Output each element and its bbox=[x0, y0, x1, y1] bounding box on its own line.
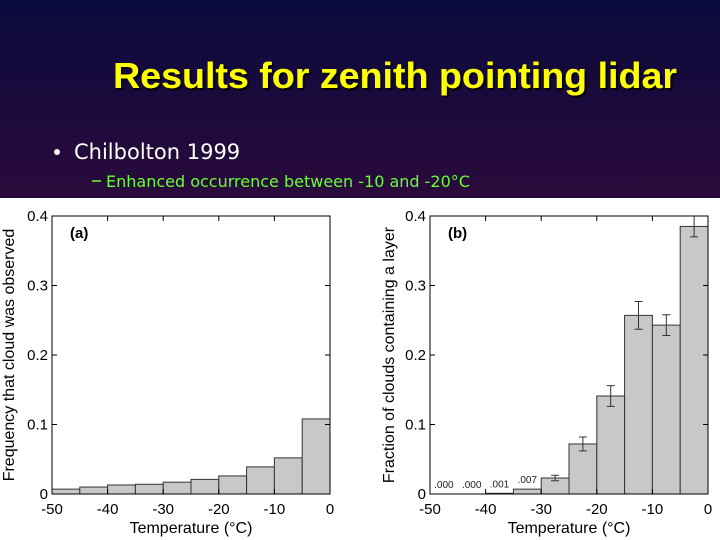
bar bbox=[51, 488, 81, 495]
x-tick-label: -10 bbox=[264, 501, 286, 518]
bar bbox=[624, 314, 653, 495]
y-tick-label: 0.3 bbox=[27, 278, 48, 295]
bar bbox=[218, 475, 248, 495]
error-bar bbox=[634, 300, 643, 330]
charts: 0 0.1 0.2 0.3 0.4 -50 -40 -30 -20 -10 0 (a) Temperat… bbox=[1, 208, 712, 537]
error-bar bbox=[551, 474, 560, 482]
x-tick-label: -40 bbox=[475, 501, 497, 518]
value-label: .007 bbox=[518, 475, 538, 486]
y-tick-label: 0.2 bbox=[405, 347, 426, 364]
y-tick-label: 0.3 bbox=[405, 278, 426, 295]
bar bbox=[596, 395, 626, 495]
sub-bullet-text: Enhanced occurrence between -10 and -20°… bbox=[106, 172, 470, 191]
y-tick-label: 0.4 bbox=[27, 208, 48, 225]
slide-title: Results for zenith pointing lidar bbox=[113, 55, 677, 96]
y-tick-label: 0.1 bbox=[27, 417, 48, 434]
x-tick-label: -50 bbox=[41, 501, 63, 518]
y-tick-label: 0.4 bbox=[405, 208, 426, 225]
x-tick-label: -30 bbox=[152, 501, 174, 518]
bar bbox=[651, 324, 681, 495]
y-tick-label: 0 bbox=[40, 486, 48, 503]
x-tick-label: -10 bbox=[642, 501, 664, 518]
bar bbox=[246, 466, 275, 495]
x-tick-label: -50 bbox=[419, 501, 441, 518]
y-axis-label: Frequency that cloud was observed bbox=[1, 229, 18, 482]
x-tick-label: -30 bbox=[530, 501, 552, 518]
x-axis-label: Temperature (°C) bbox=[130, 520, 253, 537]
x-tick-label: 0 bbox=[326, 501, 334, 518]
value-label: .000 bbox=[462, 480, 482, 491]
bar bbox=[679, 225, 709, 495]
x-tick-label: -40 bbox=[97, 501, 119, 518]
bar bbox=[273, 457, 303, 495]
bar bbox=[190, 478, 220, 495]
bar bbox=[512, 488, 542, 495]
y-tick-label: 0.2 bbox=[27, 347, 48, 364]
bullet-dot bbox=[54, 149, 60, 155]
x-axis-label: Temperature (°C) bbox=[508, 520, 631, 537]
panel-label: (a) bbox=[70, 225, 88, 242]
bar bbox=[79, 486, 109, 495]
bar bbox=[107, 484, 136, 495]
x-tick-label: -20 bbox=[208, 501, 230, 518]
y-tick-label: 0 bbox=[418, 486, 426, 503]
value-label: .000 bbox=[434, 480, 454, 491]
x-tick-label: 0 bbox=[704, 501, 712, 518]
error-bar bbox=[578, 436, 587, 452]
bar bbox=[568, 443, 598, 495]
value-label: .001 bbox=[490, 479, 510, 490]
bar bbox=[134, 483, 164, 495]
error-bar bbox=[662, 314, 671, 337]
y-axis-label: Fraction of clouds containing a layer bbox=[381, 226, 398, 483]
bar bbox=[162, 481, 192, 495]
bar bbox=[301, 418, 331, 495]
error-bar bbox=[606, 385, 615, 407]
bullet-text: Chilbolton 1999 bbox=[74, 140, 240, 164]
x-tick-label: -20 bbox=[586, 501, 608, 518]
y-tick-label: 0.1 bbox=[405, 417, 426, 434]
panel-label: (b) bbox=[448, 225, 467, 242]
